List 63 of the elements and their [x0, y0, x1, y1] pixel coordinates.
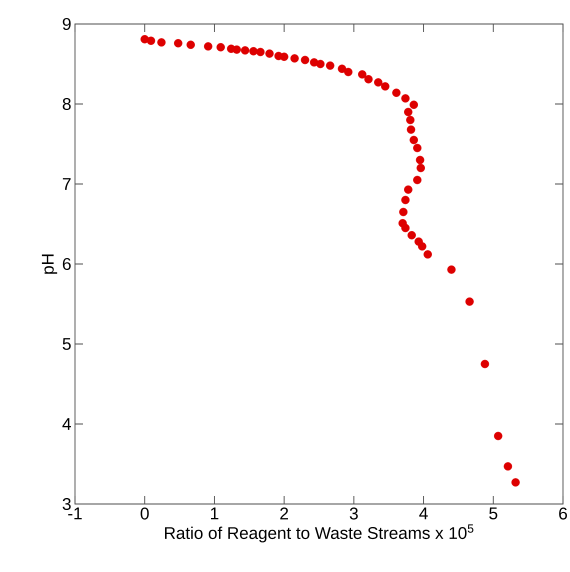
point: [404, 185, 412, 194]
x-tick-label: -1: [68, 508, 82, 520]
point: [381, 82, 390, 91]
point: [300, 56, 310, 64]
point: [326, 61, 334, 70]
point: [504, 462, 512, 471]
x-tick-label: 5: [489, 508, 498, 520]
y-axis-title: pH: [42, 254, 58, 274]
point: [399, 208, 408, 216]
y-tick-label: 5: [62, 338, 71, 350]
point: [146, 36, 156, 45]
point: [406, 116, 415, 124]
point: [240, 46, 250, 55]
point: [256, 48, 265, 56]
point: [204, 42, 212, 51]
point: [401, 196, 410, 204]
point: [404, 108, 412, 116]
point: [416, 156, 424, 164]
point: [392, 88, 401, 97]
x-tick-label: 2: [280, 508, 288, 520]
point: [401, 224, 410, 232]
point: [494, 432, 502, 440]
y-tick-label: 7: [62, 178, 71, 190]
point: [265, 49, 274, 58]
point: [290, 54, 299, 63]
point: [416, 164, 425, 172]
point: [374, 78, 382, 87]
y-tick-label: 4: [62, 418, 71, 430]
x-tick-label: 4: [419, 508, 428, 520]
point: [413, 144, 422, 152]
point: [424, 250, 432, 259]
point: [408, 230, 416, 240]
point: [157, 38, 166, 47]
point: [447, 265, 456, 274]
point: [480, 360, 490, 368]
point: [410, 136, 418, 144]
point: [249, 47, 258, 56]
y-tick-label: 3: [62, 498, 71, 510]
point: [344, 68, 352, 76]
point: [216, 43, 225, 52]
point: [186, 40, 195, 49]
point: [364, 75, 373, 84]
x-tick-label: 0: [140, 508, 149, 520]
point: [410, 100, 418, 109]
point: [280, 52, 288, 61]
point: [338, 64, 346, 73]
x-tick-label: 1: [211, 508, 218, 520]
x-tick-label: 3: [350, 508, 358, 520]
point: [358, 70, 366, 79]
point: [316, 60, 325, 68]
point: [401, 94, 410, 103]
y-tick-label: 8: [62, 98, 71, 110]
x-tick-label: 6: [559, 508, 567, 520]
point: [511, 478, 520, 487]
y-tick-label: 6: [62, 258, 71, 270]
y-tick-label: 9: [62, 18, 71, 30]
point: [413, 176, 422, 184]
point: [418, 242, 426, 251]
point: [232, 45, 241, 54]
point: [174, 39, 182, 48]
point: [465, 297, 474, 306]
x-axis-title: Ratio of Reagent to Waste Streams x 10$^{5}$: [165, 524, 474, 542]
point: [406, 125, 416, 134]
